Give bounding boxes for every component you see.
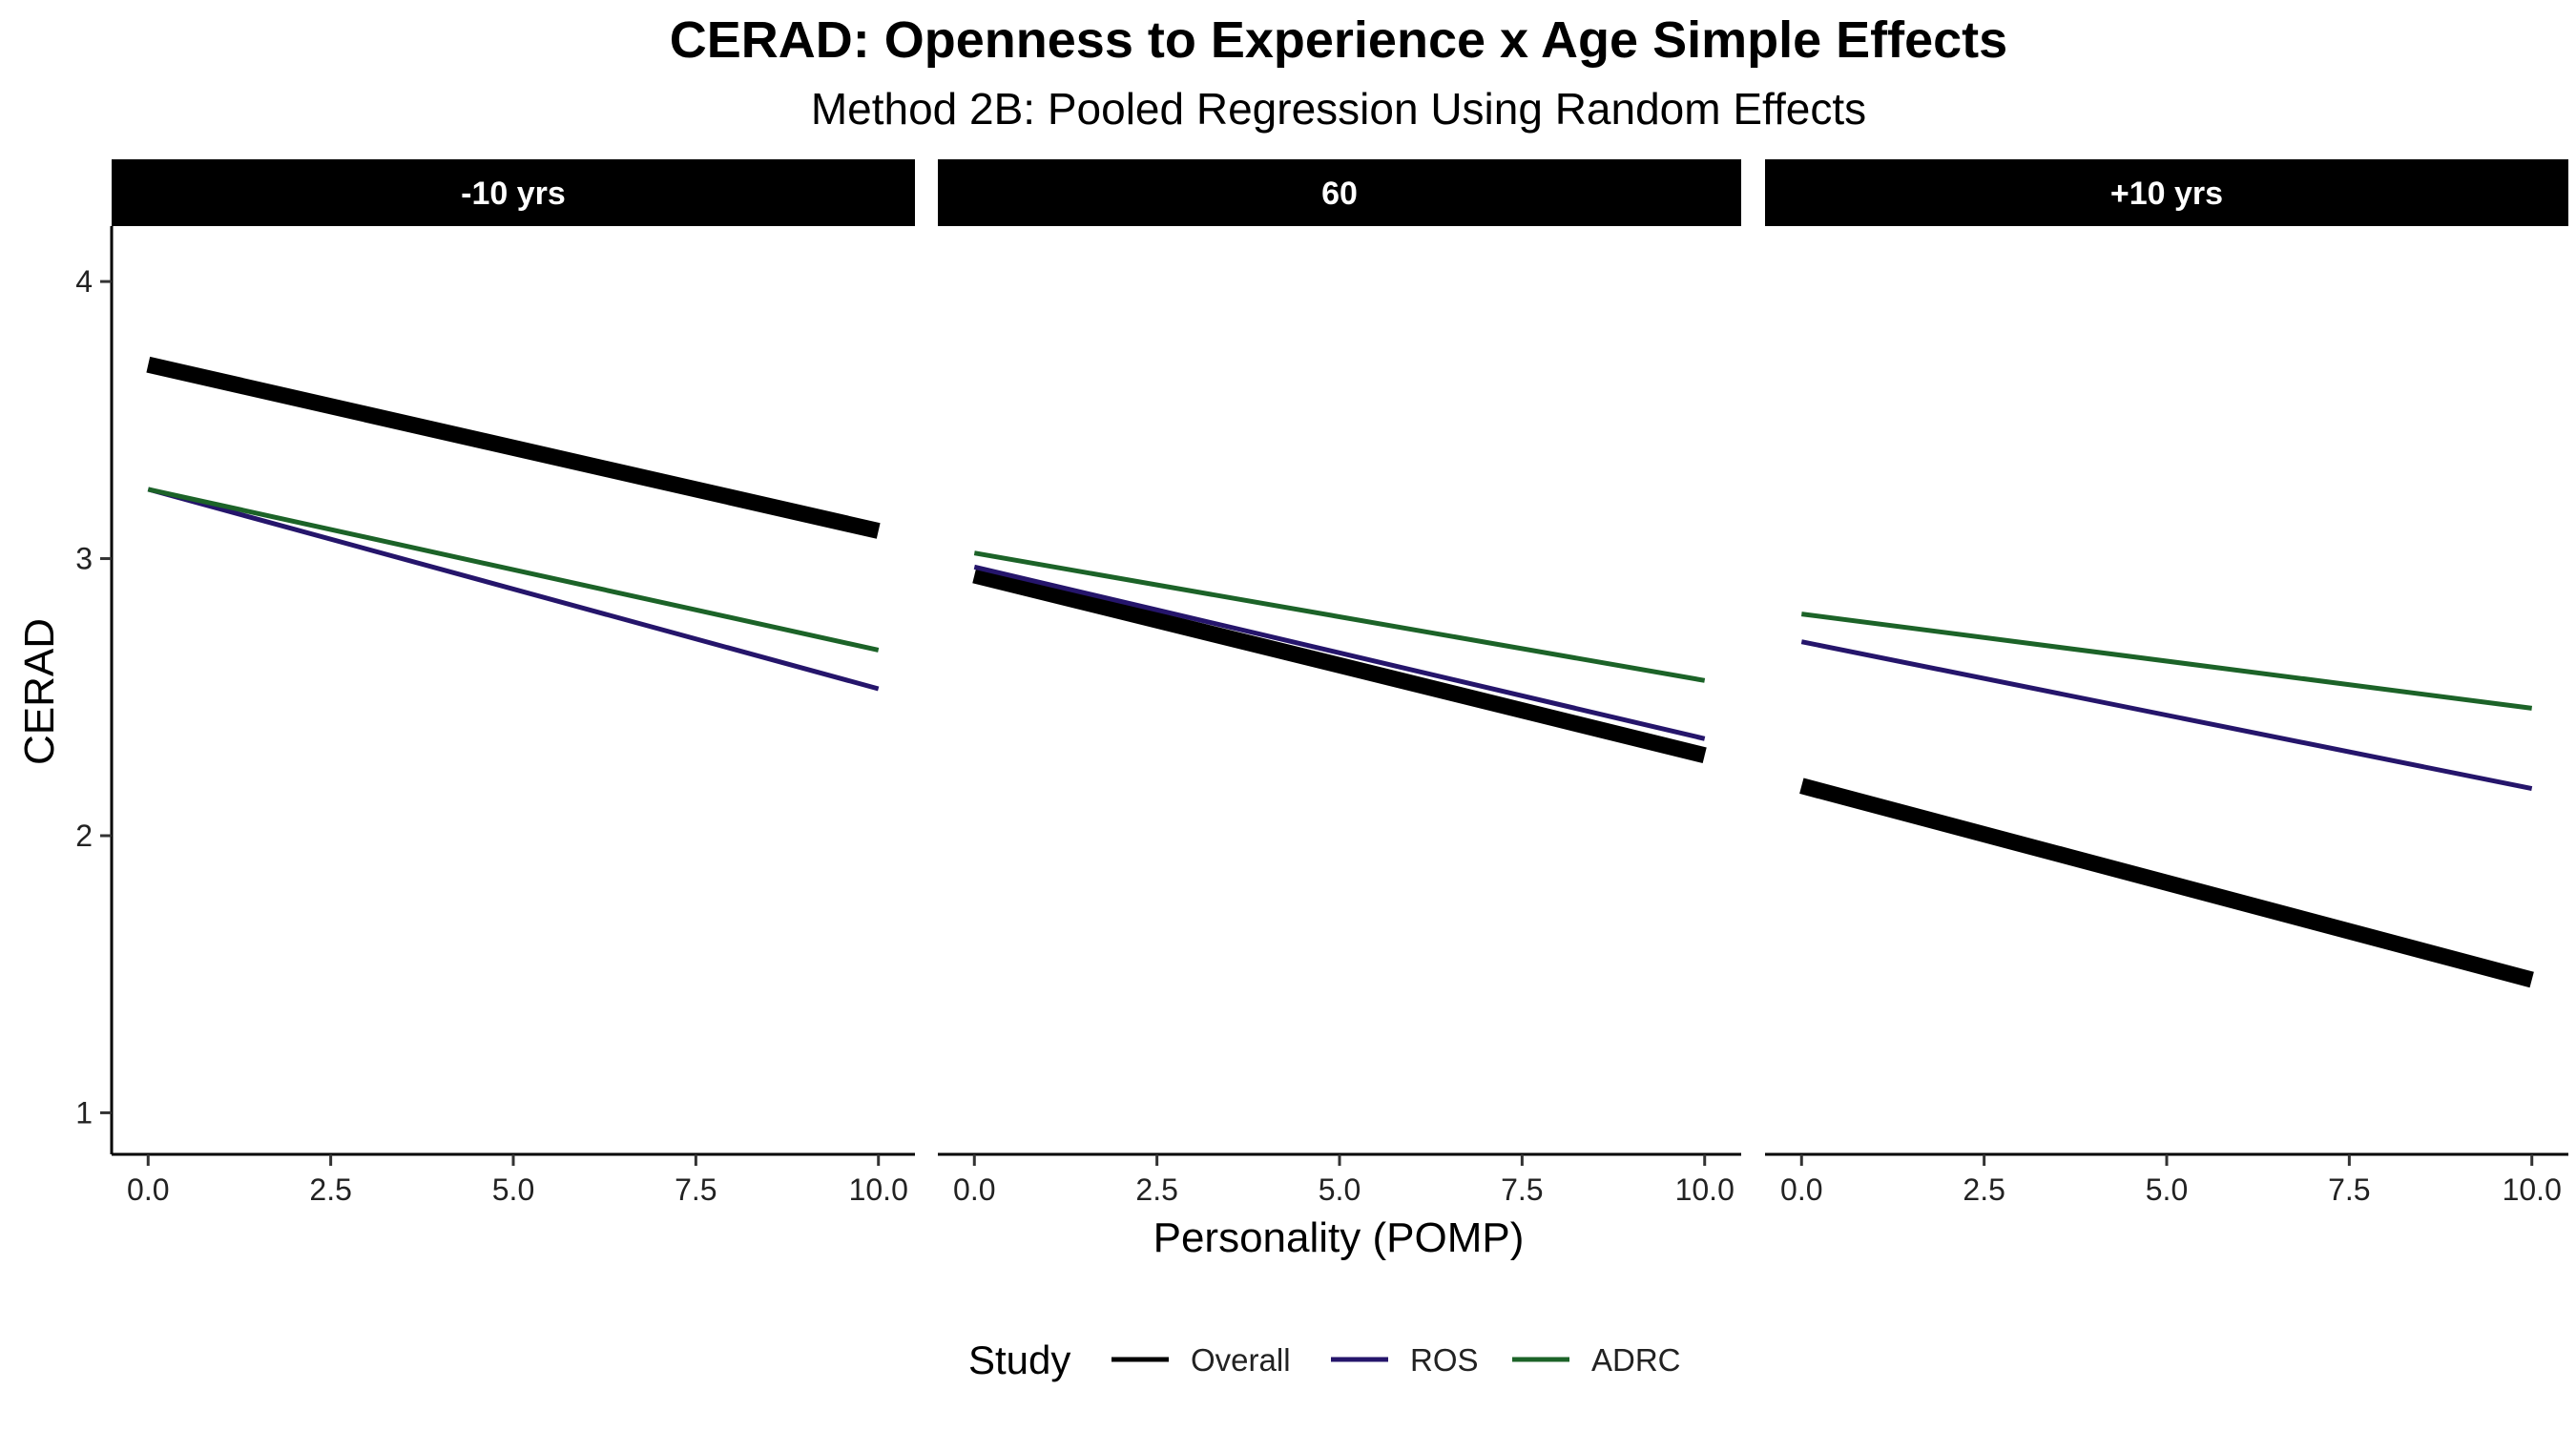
strip-label: 60 xyxy=(1321,176,1358,212)
series-line-adrc xyxy=(1800,612,2533,711)
y-axis-title: CERAD xyxy=(16,618,63,765)
x-tick-label: 0.0 xyxy=(127,1172,169,1207)
panel-10-yrs: -10 yrs 1 2 3 4 0.0 2.5 5.0 7.5 10.0 xyxy=(75,159,915,1207)
y-tick-label: 3 xyxy=(75,542,93,576)
strip-background xyxy=(112,159,915,226)
legend-title: Study xyxy=(968,1338,1070,1382)
series-line-ros xyxy=(147,487,880,692)
x-axis-title: Personality (POMP) xyxy=(1153,1214,1525,1261)
legend-item-ros: ROS xyxy=(1331,1342,1479,1378)
x-tick-label: 5.0 xyxy=(492,1172,534,1207)
y-tick-label: 2 xyxy=(75,819,93,853)
series-line-overall xyxy=(146,356,881,539)
facet-panels: -10 yrs 1 2 3 4 0.0 2.5 5.0 7.5 10.0 60 0.0 2.5 5.0 7.… xyxy=(75,159,2568,1207)
x-tick-label: 0.0 xyxy=(953,1172,995,1207)
chart-title: CERAD: Openness to Experience x Age Simp… xyxy=(670,11,2007,69)
strip-background xyxy=(1765,159,2568,226)
panel-60: 60 0.0 2.5 5.0 7.5 10.0 xyxy=(938,159,1741,1207)
x-tick-label: 7.5 xyxy=(1501,1172,1543,1207)
x-tick-label: 7.5 xyxy=(675,1172,717,1207)
x-tick-label: 2.5 xyxy=(1963,1172,2005,1207)
legend-item-adrc: ADRC xyxy=(1512,1342,1681,1378)
x-tick-label: 5.0 xyxy=(2146,1172,2188,1207)
x-tick-label: 2.5 xyxy=(309,1172,351,1207)
series-line-overall xyxy=(972,567,1707,764)
y-tick-label: 4 xyxy=(75,264,93,299)
strip-label: -10 yrs xyxy=(461,176,566,212)
legend-item-overall: Overall xyxy=(1111,1342,1291,1378)
chart-subtitle: Method 2B: Pooled Regression Using Rando… xyxy=(811,84,1866,134)
x-tick-label: 0.0 xyxy=(1780,1172,1822,1207)
y-tick-label: 1 xyxy=(75,1095,93,1130)
series-line-ros xyxy=(1800,639,2533,792)
strip-label: +10 yrs xyxy=(2110,176,2223,212)
x-tick-label: 10.0 xyxy=(2503,1172,2562,1207)
legend-label: ADRC xyxy=(1591,1342,1681,1378)
panel-10-yrs: +10 yrs 0.0 2.5 5.0 7.5 10.0 xyxy=(1765,159,2568,1207)
legend-label: Overall xyxy=(1191,1342,1291,1378)
x-tick-label: 7.5 xyxy=(2328,1172,2370,1207)
x-tick-label: 10.0 xyxy=(849,1172,908,1207)
legend: Study Overall ROS ADRC xyxy=(968,1338,1681,1382)
series-line-ros xyxy=(973,564,1706,741)
series-line-adrc xyxy=(973,550,1706,683)
x-tick-label: 5.0 xyxy=(1319,1172,1361,1207)
series-line-overall xyxy=(1799,778,2534,988)
legend-label: ROS xyxy=(1410,1342,1479,1378)
strip-background xyxy=(938,159,1741,226)
x-tick-label: 10.0 xyxy=(1675,1172,1735,1207)
series-line-adrc xyxy=(147,487,880,653)
x-tick-label: 2.5 xyxy=(1135,1172,1177,1207)
